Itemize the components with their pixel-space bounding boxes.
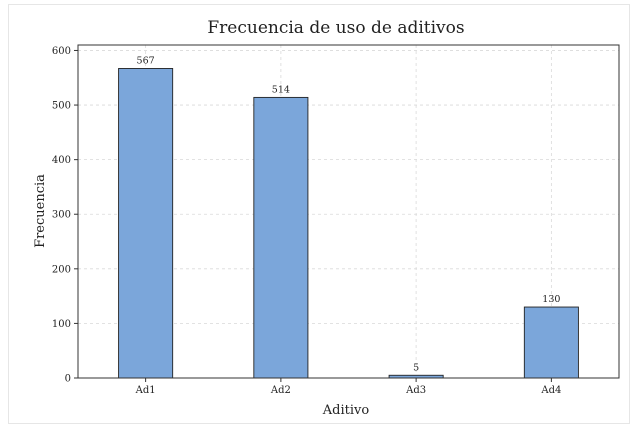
chart-title: Frecuencia de uso de aditivos: [207, 18, 464, 38]
bar-ad1: [118, 68, 174, 379]
y-tick-label: 200: [52, 264, 71, 275]
y-tick-label: 400: [52, 155, 71, 166]
y-axis-label: Frecuencia: [33, 174, 48, 248]
x-tick-label: Ad4: [540, 385, 561, 396]
plot-area: [77, 44, 620, 379]
y-tick-label: 600: [52, 46, 71, 57]
x-tick-label: Ad1: [135, 385, 156, 396]
y-tick-label: 500: [52, 101, 71, 112]
bars: [118, 68, 579, 379]
data-labels: 567 514 5 130: [137, 55, 561, 373]
y-tick-label: 0: [65, 374, 71, 385]
y-tick-label: 100: [52, 319, 71, 330]
bar-ad4: [523, 306, 579, 379]
data-label: 130: [542, 294, 560, 305]
x-tick-label: Ad3: [405, 385, 426, 396]
data-label: 514: [272, 84, 290, 95]
data-label: 567: [137, 55, 155, 66]
x-axis: Ad1 Ad2 Ad3 Ad4: [135, 378, 561, 396]
y-axis: 0 100 200 300 400 500 600: [52, 46, 78, 385]
y-tick-label: 300: [52, 210, 71, 221]
x-tick-label: Ad2: [270, 385, 291, 396]
data-label: 5: [413, 362, 419, 373]
x-axis-label: Aditivo: [322, 403, 370, 418]
bar-ad2: [253, 96, 309, 379]
